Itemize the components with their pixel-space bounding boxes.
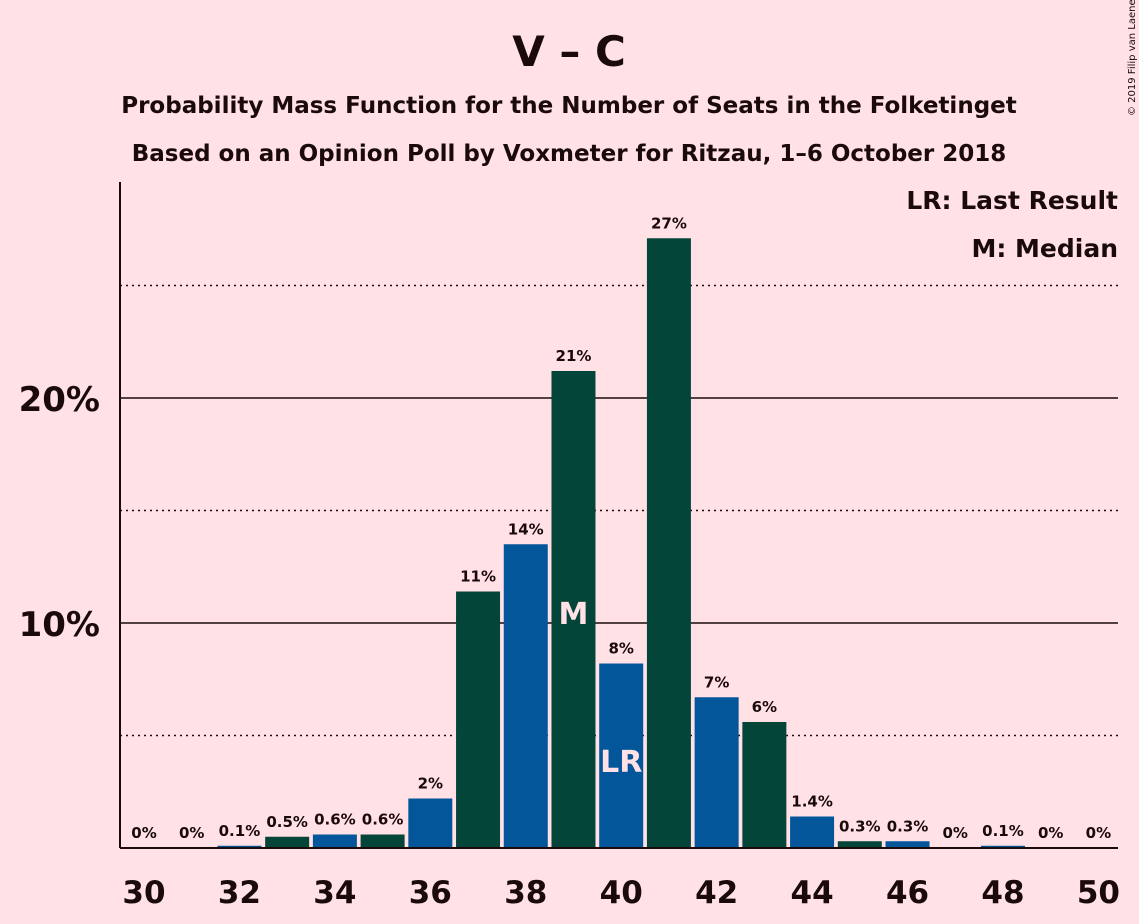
data-label-seat-31: 0%	[179, 824, 204, 842]
legend-last-result: LR: Last Result	[906, 186, 1118, 215]
x-tick-label: 40	[600, 875, 643, 911]
x-tick-label: 44	[791, 875, 834, 911]
bar-seat-35	[360, 834, 405, 848]
data-labels: 0% 0% 0.1% 0.5% 0.6% 0.6% 2% 11% 14% 21% 8% 27% 7% 6%…	[131, 214, 1111, 842]
data-label-seat-38: 14%	[508, 520, 544, 538]
bar-seat-45	[837, 841, 882, 848]
data-label-seat-32: 0.1%	[219, 822, 261, 840]
data-label-seat-41: 27%	[651, 214, 687, 232]
data-label-seat-48: 0.1%	[982, 822, 1024, 840]
bar-seat-40	[599, 663, 644, 848]
bar-seat-32	[217, 845, 262, 848]
data-label-seat-45: 0.3%	[839, 817, 881, 835]
data-label-seat-33: 0.5%	[266, 813, 308, 831]
bar-seat-33	[265, 836, 310, 848]
data-label-seat-37: 11%	[460, 568, 496, 586]
data-label-seat-44: 1.4%	[791, 793, 833, 811]
data-label-seat-42: 7%	[704, 673, 729, 691]
y-tick-label: 10%	[19, 605, 100, 645]
bar-seat-44	[790, 816, 835, 848]
x-tick-label: 32	[218, 875, 261, 911]
bar-seat-34	[312, 834, 357, 848]
data-label-seat-46: 0.3%	[887, 817, 929, 835]
data-label-seat-34: 0.6%	[314, 811, 356, 829]
bars	[217, 238, 1025, 848]
data-label-seat-50: 0%	[1086, 824, 1111, 842]
x-tick-label: 38	[504, 875, 547, 911]
x-tick-label: 48	[981, 875, 1024, 911]
chart-subtitle-1: Probability Mass Function for the Number…	[121, 93, 1017, 119]
x-tick-label: 30	[122, 875, 165, 911]
legend-median: M: Median	[971, 234, 1118, 263]
bar-seat-37	[456, 591, 501, 848]
bar-seat-46	[885, 841, 930, 848]
bar-seat-43	[742, 722, 787, 848]
x-tick-label: 46	[886, 875, 929, 911]
x-tick-label: 42	[695, 875, 738, 911]
x-tick-label: 36	[409, 875, 452, 911]
data-label-seat-40: 8%	[608, 640, 633, 658]
axes: 30 32 34 36 38 40 42 44 46 48 50 10% 20%	[19, 182, 1120, 911]
x-tick-label: 50	[1077, 875, 1120, 911]
chart-subtitle-2: Based on an Opinion Poll by Voxmeter for…	[132, 141, 1007, 167]
data-label-seat-30: 0%	[131, 824, 156, 842]
bar-seat-39	[551, 371, 596, 848]
x-tick-label: 34	[313, 875, 356, 911]
bar-seat-36	[408, 798, 453, 848]
last-result-marker: LR	[600, 745, 642, 780]
data-label-seat-49: 0%	[1038, 824, 1063, 842]
bar-seat-48	[980, 845, 1025, 848]
bar-seat-42	[694, 697, 739, 848]
data-label-seat-35: 0.6%	[362, 811, 404, 829]
y-tick-label: 20%	[19, 380, 100, 420]
data-label-seat-39: 21%	[556, 347, 592, 365]
chart-title: V – C	[512, 27, 626, 76]
data-label-seat-47: 0%	[943, 824, 968, 842]
data-label-seat-43: 6%	[752, 698, 777, 716]
bar-markers: M LR	[559, 597, 643, 780]
median-marker: M	[559, 597, 589, 632]
copyright-note: © 2019 Filip van Laenen	[1127, 0, 1138, 116]
data-label-seat-36: 2%	[418, 775, 443, 793]
bar-seat-41	[646, 238, 691, 848]
bar-seat-38	[503, 544, 548, 848]
